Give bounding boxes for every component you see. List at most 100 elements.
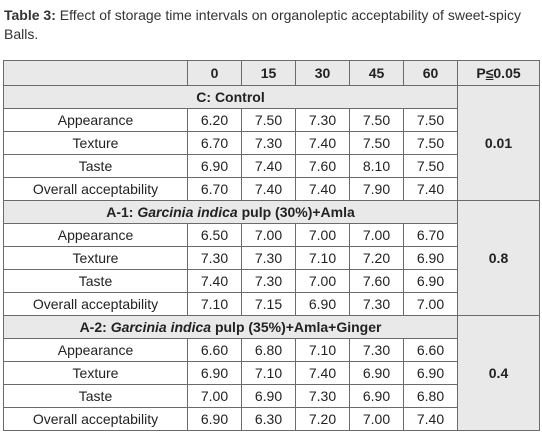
score-cell: 6.90 — [187, 361, 242, 385]
score-cell: 6.80 — [241, 338, 296, 362]
attribute-label: Taste — [3, 154, 188, 178]
score-cell: 6.70 — [187, 177, 242, 201]
score-cell: 7.50 — [403, 154, 458, 178]
score-cell: 7.90 — [349, 177, 404, 201]
score-cell: 8.10 — [349, 154, 404, 178]
table-row: Texture 6.70 7.30 7.40 7.50 7.50 — [3, 131, 540, 155]
group-title-prefix: A-1: — [106, 204, 138, 220]
table-row: Taste 7.40 7.30 7.00 7.60 6.90 — [3, 269, 540, 293]
score-cell: 7.00 — [295, 269, 350, 293]
score-cell: 6.70 — [403, 223, 458, 247]
score-cell: 6.90 — [403, 361, 458, 385]
group-header-row: A-2: Garcinia indica pulp (35%)+Amla+Gin… — [3, 315, 540, 431]
score-cell: 6.30 — [241, 407, 296, 431]
score-cell: 7.30 — [241, 246, 296, 270]
header-time-30: 30 — [295, 60, 350, 86]
score-cell: 7.50 — [241, 108, 296, 132]
score-cell: 7.30 — [187, 246, 242, 270]
group-title-suffix: pulp (30%)+Amla — [237, 204, 355, 220]
attribute-label: Appearance — [3, 223, 188, 247]
caption-label: Table 3: — [4, 7, 56, 23]
score-cell: 6.60 — [187, 338, 242, 362]
group-title-species: Garcinia indica — [137, 204, 238, 220]
header-time-60: 60 — [403, 60, 458, 86]
table-row: Appearance 6.50 7.00 7.00 7.00 6.70 — [3, 223, 540, 247]
group-title-prefix: C: Control — [196, 89, 265, 105]
score-cell: 7.20 — [349, 246, 404, 270]
header-row: 0 15 30 45 60 P≤0.05 — [3, 60, 540, 86]
table-row: Taste 6.90 7.40 7.60 8.10 7.50 — [3, 154, 540, 178]
score-cell: 7.40 — [403, 177, 458, 201]
table-row: Appearance 6.20 7.50 7.30 7.50 7.50 — [3, 108, 540, 132]
group-p-value: 0.4 — [457, 315, 540, 431]
score-cell: 6.90 — [349, 361, 404, 385]
attribute-label: Overall acceptability — [3, 407, 188, 431]
caption-text: Effect of storage time intervals on orga… — [4, 7, 521, 42]
attribute-label: Texture — [3, 246, 188, 270]
score-cell: 7.40 — [295, 361, 350, 385]
group-p-value: 0.8 — [457, 200, 540, 316]
score-cell: 7.10 — [295, 246, 350, 270]
score-cell: 6.90 — [187, 154, 242, 178]
table-row: Overall acceptability 6.70 7.40 7.40 7.90 7.4… — [3, 177, 540, 201]
attribute-label: Appearance — [3, 338, 188, 362]
score-cell: 7.00 — [403, 292, 458, 316]
score-cell: 7.10 — [295, 338, 350, 362]
group-header-row: C: Control 0.01 — [3, 85, 540, 201]
score-cell: 7.30 — [295, 108, 350, 132]
group-title-prefix: A-2: — [79, 319, 111, 335]
score-cell: 7.30 — [349, 292, 404, 316]
group-title: C: Control — [3, 85, 458, 109]
score-cell: 7.40 — [403, 407, 458, 431]
score-cell: 7.30 — [295, 384, 350, 408]
attribute-label: Overall acceptability — [3, 292, 188, 316]
score-cell: 7.00 — [187, 384, 242, 408]
score-cell: 7.50 — [349, 108, 404, 132]
score-cell: 7.50 — [349, 131, 404, 155]
score-cell: 7.10 — [187, 292, 242, 316]
header-time-15: 15 — [241, 60, 296, 86]
header-p-value: P≤0.05 — [457, 60, 540, 86]
score-cell: 6.90 — [403, 269, 458, 293]
score-cell: 7.10 — [241, 361, 296, 385]
score-cell: 7.40 — [241, 154, 296, 178]
score-cell: 7.30 — [241, 131, 296, 155]
score-cell: 7.00 — [295, 223, 350, 247]
score-cell: 6.60 — [403, 338, 458, 362]
table-row: Overall acceptability 6.90 6.30 7.20 7.00 7.4… — [3, 407, 540, 431]
attribute-label: Overall acceptability — [3, 177, 188, 201]
organoleptic-table: 0 15 30 45 60 P≤0.05 C: Control 0.01 Appea… — [3, 60, 540, 431]
score-cell: 6.90 — [349, 384, 404, 408]
score-cell: 7.40 — [187, 269, 242, 293]
score-cell: 7.50 — [403, 108, 458, 132]
group-title: A-1: Garcinia indica pulp (30%)+Amla — [3, 200, 458, 224]
score-cell: 6.90 — [241, 384, 296, 408]
score-cell: 7.60 — [295, 154, 350, 178]
score-cell: 7.30 — [349, 338, 404, 362]
table-row: Overall acceptability 7.10 7.15 6.90 7.30 7.0… — [3, 292, 540, 316]
attribute-label: Appearance — [3, 108, 188, 132]
score-cell: 6.50 — [187, 223, 242, 247]
score-cell: 7.15 — [241, 292, 296, 316]
attribute-label: Texture — [3, 131, 188, 155]
group-title-species: Garcinia indica — [110, 319, 212, 335]
score-cell: 7.40 — [241, 177, 296, 201]
score-cell: 6.90 — [295, 292, 350, 316]
header-time-45: 45 — [349, 60, 404, 86]
score-cell: 7.20 — [295, 407, 350, 431]
score-cell: 6.90 — [187, 407, 242, 431]
score-cell: 7.40 — [295, 131, 350, 155]
group-title: A-2: Garcinia indica pulp (35%)+Amla+Gin… — [3, 315, 458, 339]
attribute-label: Texture — [3, 361, 188, 385]
header-time-0: 0 — [187, 60, 242, 86]
group-title-suffix: pulp (35%)+Amla+Ginger — [211, 319, 382, 335]
score-cell: 6.20 — [187, 108, 242, 132]
table-caption: Table 3: Effect of storage time interval… — [4, 6, 538, 44]
group-p-value: 0.01 — [457, 85, 540, 201]
table-row: Appearance 6.60 6.80 7.10 7.30 6.60 — [3, 338, 540, 362]
attribute-label: Taste — [3, 269, 188, 293]
score-cell: 7.00 — [349, 223, 404, 247]
score-cell: 7.50 — [403, 131, 458, 155]
score-cell: 7.60 — [349, 269, 404, 293]
score-cell: 7.00 — [241, 223, 296, 247]
